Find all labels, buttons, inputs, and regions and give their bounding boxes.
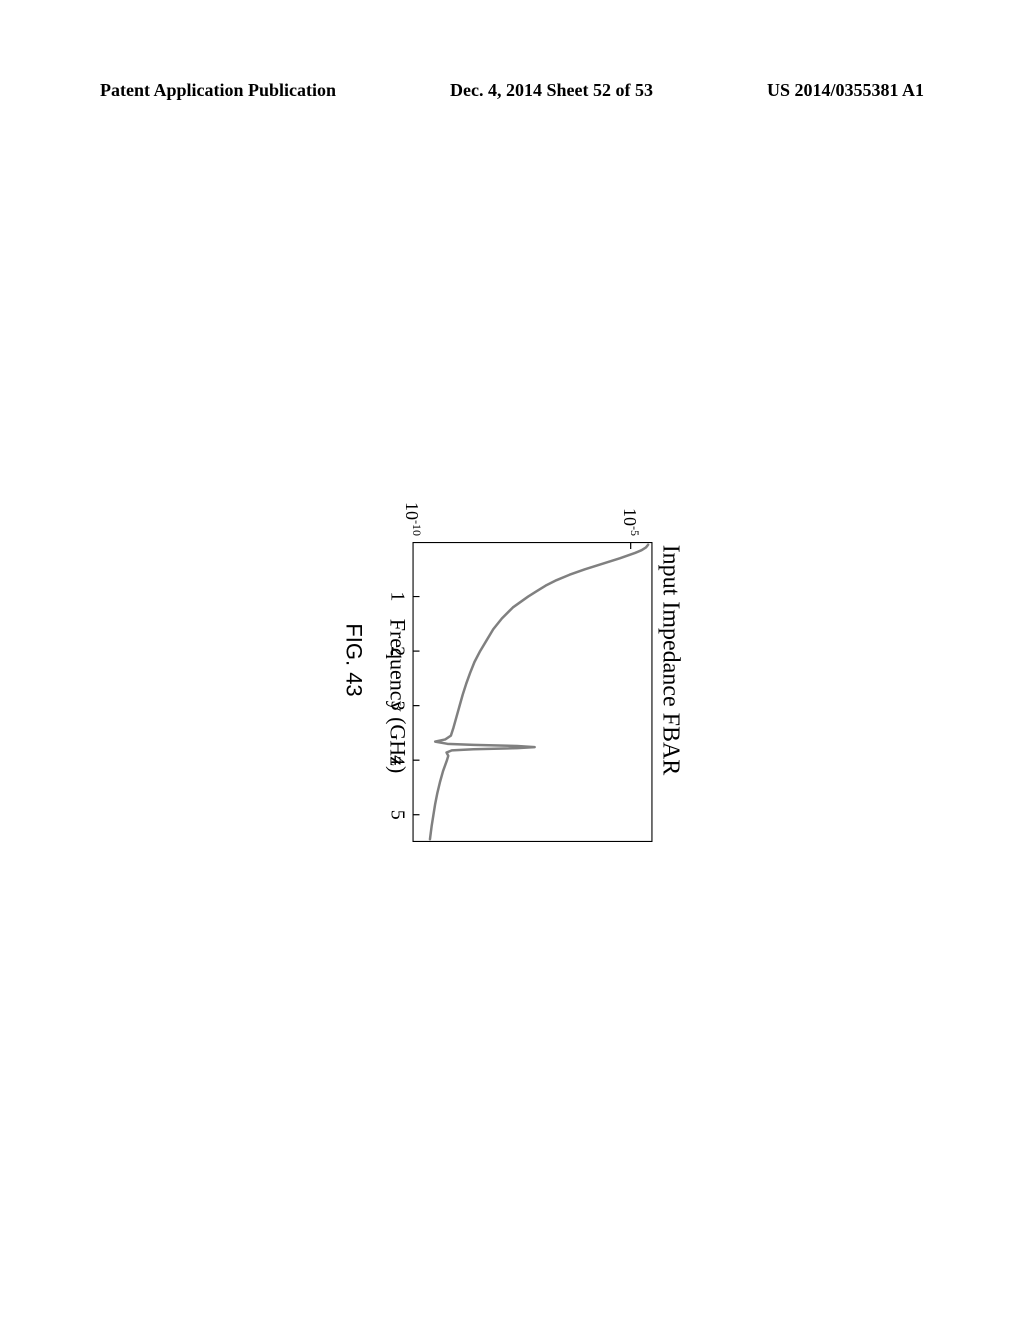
figure-container: Input Impedance FBAR Impedance (ohm) 10-… [341,470,684,850]
page-header: Patent Application Publication Dec. 4, 2… [0,80,1024,101]
xtick-label: 2 [386,646,409,656]
figure-caption: FIG. 43 [341,470,367,850]
xtick-label: 4 [386,755,409,765]
header-right: US 2014/0355381 A1 [767,80,924,101]
header-left: Patent Application Publication [100,80,336,101]
x-axis-label: Frequency (GHz) [385,542,411,850]
chart-title: Input Impedance FBAR [657,470,684,850]
xtick-label: 5 [386,810,409,820]
ytick-label: 10-10 [401,502,424,536]
xtick-label: 1 [386,592,409,602]
header-center: Dec. 4, 2014 Sheet 52 of 53 [450,80,653,101]
chart-group: Input Impedance FBAR Impedance (ohm) 10-… [385,470,684,850]
line-chart-svg [413,542,653,842]
ytick-label: 10-5 [619,508,642,536]
plot-area: 10-1010-512345 [413,542,653,850]
xtick-label: 3 [386,701,409,711]
